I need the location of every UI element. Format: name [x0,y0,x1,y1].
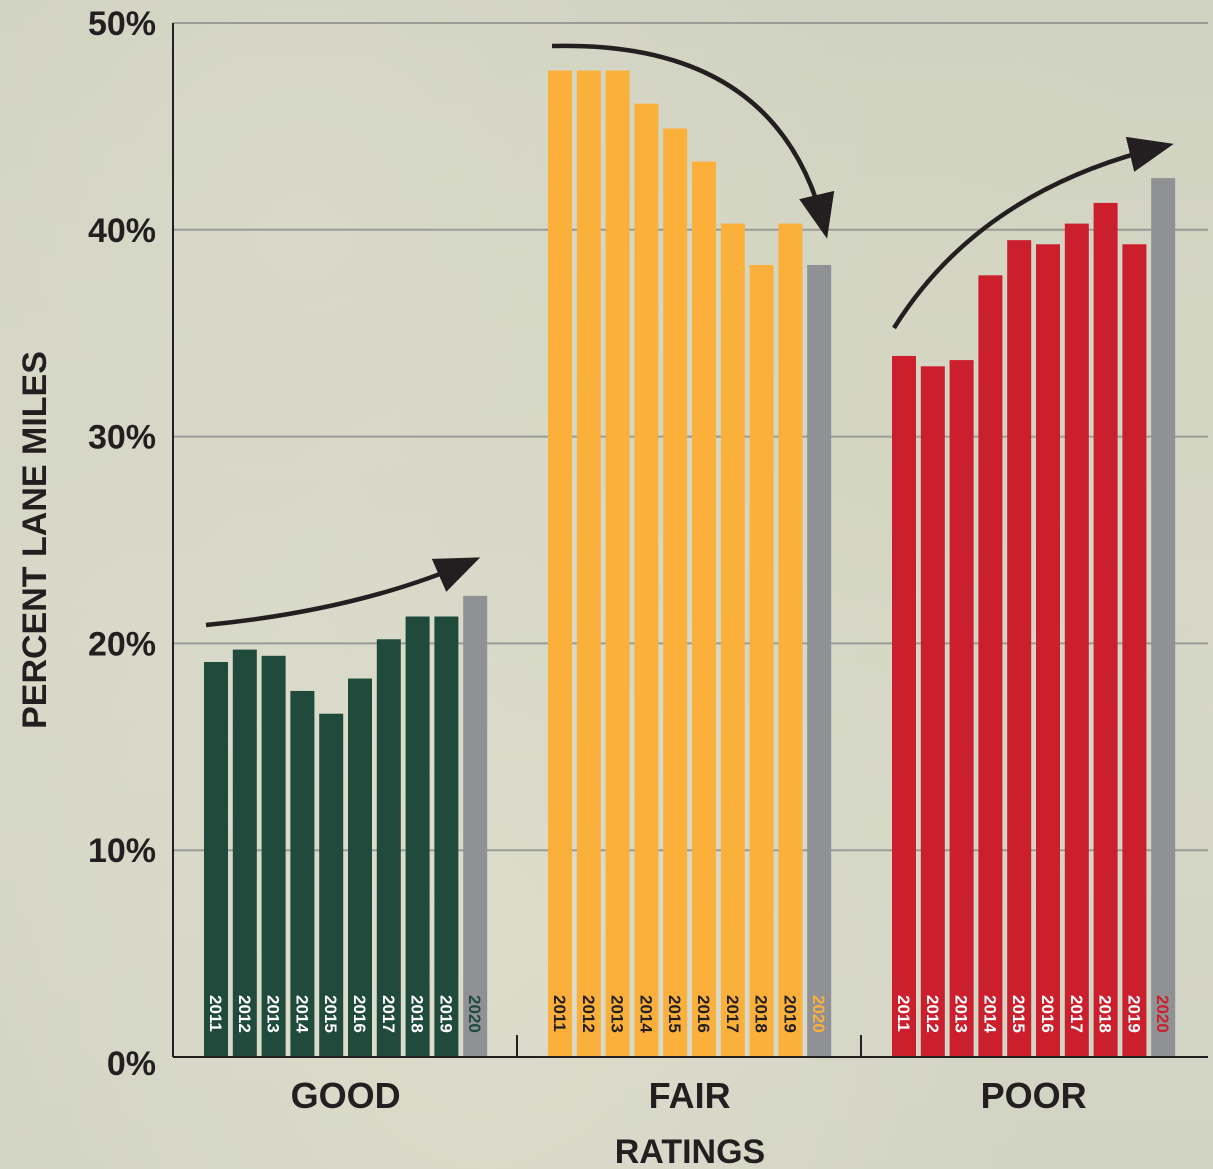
bar-year-label: 2014 [636,995,655,1033]
bar-year-label: 2017 [723,995,742,1033]
bar-year-label: 2015 [1009,995,1028,1033]
y-tick-label: 0% [107,1045,156,1083]
trend-arrow-good [205,557,481,628]
bar-year-label: 2015 [665,995,684,1033]
bar-year-label: 2019 [1124,995,1143,1033]
y-axis-title: PERCENT LANE MILES [16,351,54,729]
bar-year-label: 2012 [579,995,598,1033]
bar-good-2019 [434,616,459,1057]
bar-year-label: 2012 [923,995,942,1033]
category-label-good: GOOD [291,1075,401,1116]
bar-fair-2013 [605,70,630,1057]
bar-good-2020 [463,595,488,1057]
bar-poor-2012 [920,366,945,1058]
bar-poor-2011 [892,355,916,1057]
bar-poor-2013 [949,360,974,1058]
bar-year-label: 2014 [292,995,311,1033]
bar-poor-2014 [978,275,1003,1057]
category-label-poor: POOR [981,1075,1087,1116]
bar-year-label: 2016 [694,995,713,1033]
bar-year-label: 2013 [264,995,283,1033]
bar-good-2015 [319,713,344,1057]
trend-arrow-fair [551,43,835,239]
bar-good-2014 [290,690,315,1057]
bar-year-label: 2020 [1153,995,1172,1033]
bar-fair-2014 [634,103,659,1058]
bar-year-label: 2017 [1067,995,1086,1033]
bar-year-label: 2011 [550,995,569,1032]
bar-year-label: 2011 [894,995,913,1032]
bar-good-2018 [405,616,430,1057]
bar-good-2012 [232,649,257,1057]
bar-fair-2017 [720,223,745,1057]
y-tick-label: 10% [88,832,156,870]
bar-year-label: 2018 [408,995,427,1033]
x-axis-title: RATINGS [615,1133,765,1169]
category-label-fair: FAIR [649,1075,731,1116]
bar-fair-2018 [749,264,774,1057]
bar-year-label: 2011 [206,995,225,1032]
bar-fair-2015 [663,128,688,1057]
bar-year-label: 2020 [809,995,828,1033]
bar-fair-2011 [548,70,572,1057]
bar-poor-2020 [1151,178,1176,1058]
bar-year-label: 2012 [235,995,254,1033]
bar-fair-2012 [576,70,601,1057]
bar-poor-2016 [1036,244,1060,1057]
bar-fair-2020 [807,264,832,1057]
bar-fair-2016 [692,161,716,1057]
bar-year-label: 2019 [780,995,799,1033]
bar-year-label: 2018 [1096,995,1115,1033]
bar-poor-2017 [1064,223,1089,1057]
bar-year-label: 2013 [952,995,971,1033]
bar-year-label: 2017 [379,995,398,1033]
bar-poor-2019 [1122,244,1147,1057]
bar-year-label: 2014 [980,995,999,1033]
bar-good-2017 [376,639,401,1057]
bar-good-2013 [261,655,286,1057]
trend-arrow-poor [892,136,1174,330]
y-tick-label: 30% [88,419,156,457]
bar-year-label: 2013 [608,995,627,1033]
bar-year-label: 2016 [1038,995,1057,1033]
bar-year-label: 2018 [752,995,771,1033]
y-tick-label: 20% [88,625,156,663]
bar-year-label: 2020 [465,995,484,1033]
bar-good-2016 [348,678,372,1057]
bar-good-2011 [204,662,228,1057]
y-tick-label: 40% [88,212,156,250]
y-tick-label: 50% [88,5,156,43]
bar-fair-2019 [778,223,803,1057]
bar-year-label: 2019 [436,995,455,1033]
bar-poor-2015 [1007,240,1032,1057]
bar-poor-2018 [1093,202,1118,1057]
bar-year-label: 2016 [350,995,369,1033]
bar-year-label: 2015 [321,995,340,1033]
